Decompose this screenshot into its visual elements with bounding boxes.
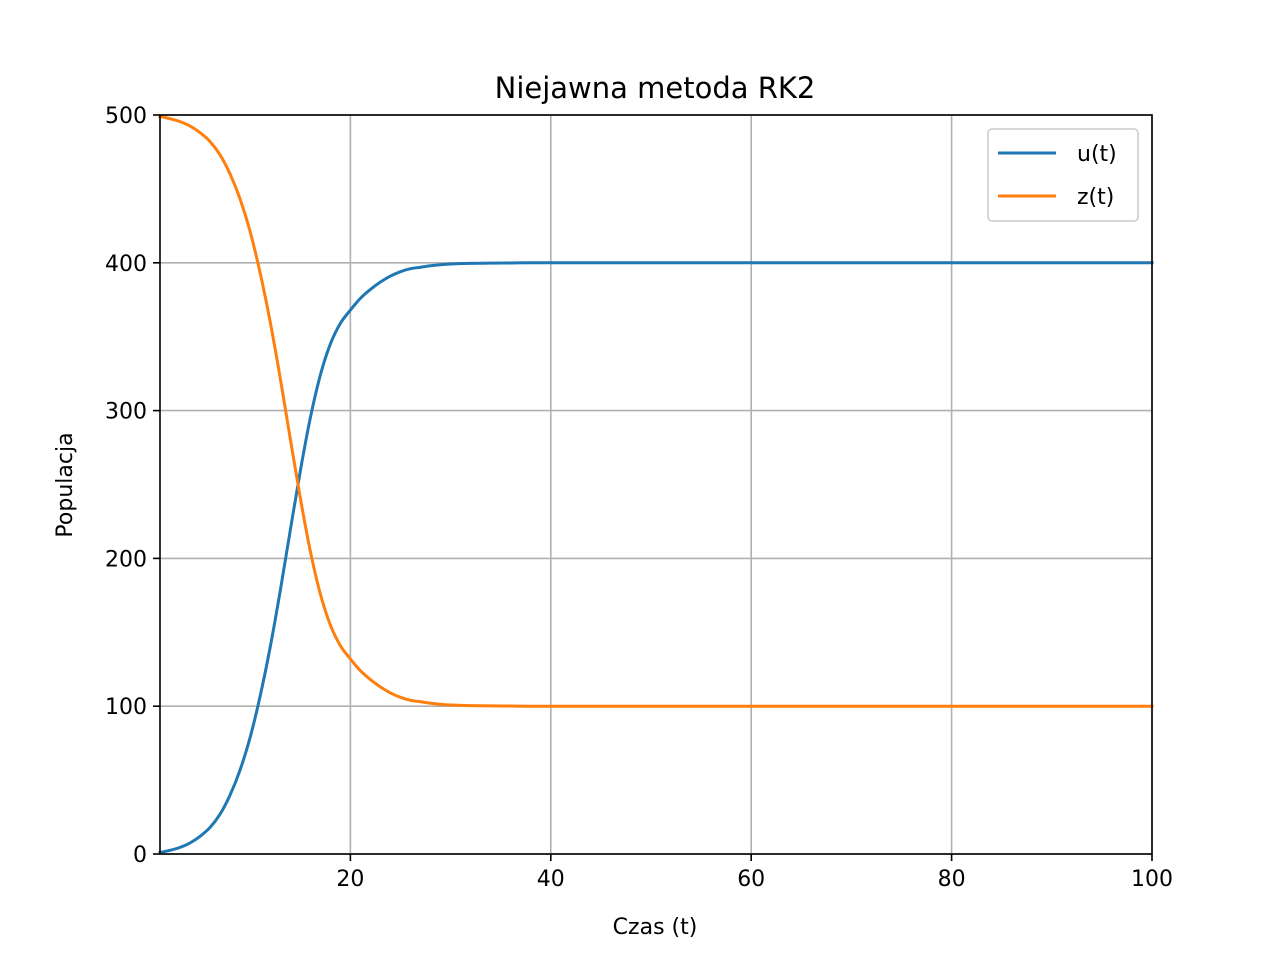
x-tick-label: 100 — [1131, 867, 1173, 892]
chart-title: Niejawna metoda RK2 — [495, 71, 816, 105]
series-layer — [158, 114, 1154, 855]
x-tick-label: 80 — [938, 867, 966, 892]
y-tick-label: 200 — [105, 547, 147, 572]
y-tick-label: 400 — [105, 252, 147, 277]
y-tick-label: 500 — [105, 104, 147, 129]
x-tick-label: 40 — [537, 867, 565, 892]
y-tick-label: 100 — [105, 695, 147, 720]
plot-frame — [159, 114, 1153, 855]
y-tick-label: 300 — [105, 400, 147, 425]
series-line-ut — [158, 261, 1154, 855]
x-tick-label: 60 — [737, 867, 765, 892]
x-axis-label: Czas (t) — [613, 915, 698, 940]
x-tick-label: 20 — [336, 867, 364, 892]
axis-ticks: 20 40 60 80 100 0 100 200 300 400 500 — [105, 104, 1173, 892]
legend-label-ut: u(t) — [1077, 142, 1117, 167]
legend-label-zt: z(t) — [1077, 185, 1114, 210]
y-axis-label: Populacja — [53, 432, 78, 537]
series-line-zt — [158, 114, 1154, 708]
legend: u(t) z(t) — [987, 128, 1139, 222]
y-tick-label: 0 — [133, 843, 147, 868]
